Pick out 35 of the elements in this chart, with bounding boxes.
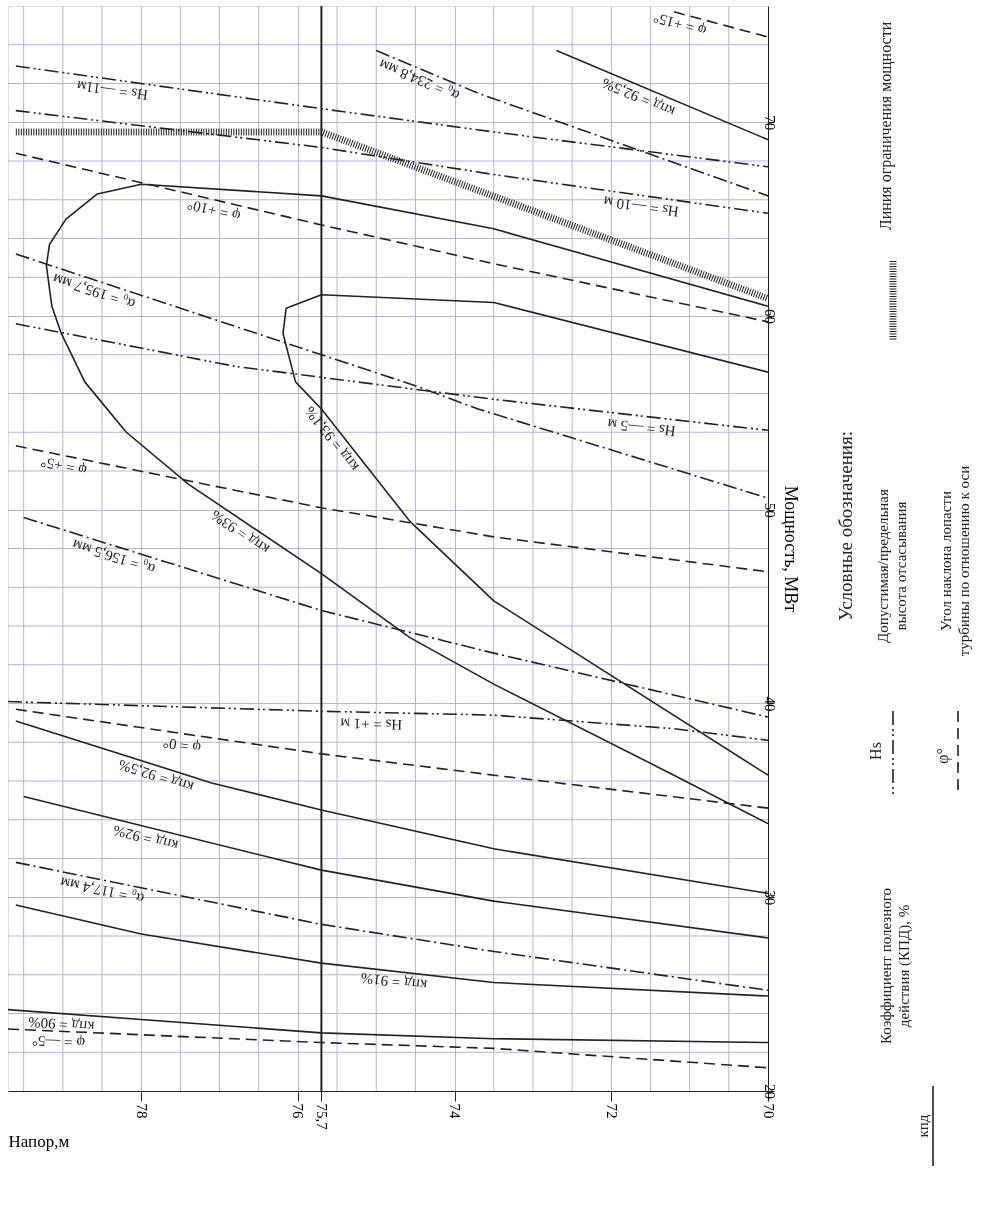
annotation: Hs = —10 м — [601, 193, 680, 220]
annotation: кпд = 91% — [359, 970, 428, 994]
text: Допустимая/предельная высота отсасывания — [875, 489, 909, 643]
annotation: φ = +10° — [185, 196, 243, 225]
annotation: кпд = 92% — [111, 822, 180, 854]
annotation: φ = +15° — [651, 9, 708, 40]
annotation: кпд = 90% — [27, 1014, 95, 1035]
text: Линия ограничения мощности — [877, 21, 895, 231]
x-tick-label: 72 — [603, 1103, 620, 1119]
annotation: α₀ = 117,4 мм — [58, 874, 146, 907]
annotation: кпд = 92,5% — [116, 756, 196, 796]
x-tick-label: 78 — [133, 1103, 150, 1119]
annotation: кпд = 93% — [208, 507, 273, 558]
annotation: α₀ = 234,8 мм — [376, 56, 462, 104]
text: φ° — [934, 748, 952, 764]
annotation: α₀ = 195,7 мм — [50, 270, 137, 313]
text: кпд — [915, 1114, 931, 1138]
annotation: φ = 0° — [161, 734, 202, 757]
y-axis-title: Мощность, МВт — [780, 485, 801, 613]
annotation: α₀ = 156,5 мм — [69, 536, 157, 578]
x-axis-title: Напор,м — [8, 1131, 70, 1151]
annotation: Hs = +1 м — [339, 715, 403, 733]
y-tick-label: 20 — [761, 1084, 778, 1099]
text: Условные обозначения: — [835, 430, 856, 622]
x-tick-label: 75,7 — [313, 1103, 330, 1131]
annotation: φ = —5° — [31, 1032, 86, 1052]
x-tick-label: 74 — [447, 1103, 464, 1119]
text: Hs — [867, 742, 884, 760]
x-tick-label: 76 — [290, 1103, 307, 1119]
text: Угол наклона лопасти турбины по отношению к оси — [938, 465, 972, 657]
annotation: φ = +5° — [39, 453, 89, 479]
text: Коэффициент полезного действия (КПД), % — [878, 887, 913, 1045]
annotation: Hs = —11м — [75, 77, 149, 104]
annotation: Hs = —5 м — [606, 415, 677, 440]
annotation: кпд = 92,5% — [599, 75, 678, 120]
